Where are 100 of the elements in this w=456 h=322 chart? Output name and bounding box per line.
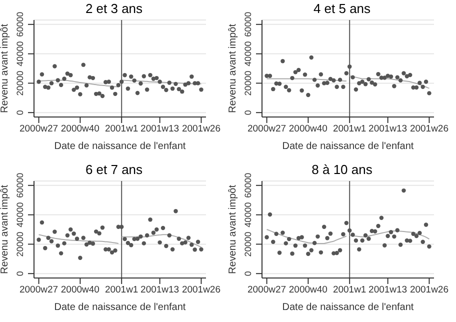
y-tick-label: 20000 xyxy=(15,232,25,257)
point xyxy=(160,84,166,89)
point xyxy=(142,241,146,246)
chart-title: 2 et 3 ans xyxy=(85,1,143,16)
point xyxy=(309,248,314,252)
point xyxy=(312,78,317,82)
point xyxy=(395,228,400,232)
point xyxy=(122,236,127,242)
point xyxy=(40,220,44,225)
point xyxy=(52,230,57,234)
point xyxy=(366,236,371,241)
chart-title: 8 à 10 ans xyxy=(312,162,372,177)
point xyxy=(424,222,428,227)
chart-title: 6 et 7 ans xyxy=(85,162,143,177)
point xyxy=(302,244,308,248)
point xyxy=(148,218,152,222)
y-tick-label: 60000 xyxy=(15,172,25,198)
y-axis-title: Revenu avant impôt xyxy=(0,184,11,274)
point xyxy=(46,86,50,90)
point xyxy=(180,89,184,94)
x-tick-label: 2000w40 xyxy=(288,124,328,135)
point xyxy=(132,78,136,83)
x-axis-title: Date de naissance de l'enfant xyxy=(54,141,186,152)
point xyxy=(135,90,140,96)
point xyxy=(154,227,159,232)
point xyxy=(322,224,326,229)
point xyxy=(325,80,330,86)
point xyxy=(56,78,60,82)
x-tick-label: 2000w40 xyxy=(60,124,100,135)
point xyxy=(402,71,406,76)
point xyxy=(199,88,204,92)
point xyxy=(164,88,168,92)
point xyxy=(186,236,191,240)
x-tick-label: 2001w1 xyxy=(104,124,138,135)
point xyxy=(293,70,298,74)
point xyxy=(300,235,304,240)
point xyxy=(190,242,194,247)
point xyxy=(347,228,352,233)
point xyxy=(144,233,150,238)
point xyxy=(372,82,378,86)
point xyxy=(274,232,278,236)
point xyxy=(97,91,102,96)
y-axis-title: Revenu avant impôt xyxy=(228,184,239,274)
point xyxy=(338,248,342,252)
point xyxy=(62,76,66,81)
point xyxy=(167,233,172,238)
chart-title: 4 et 5 ans xyxy=(313,1,371,16)
x-tick-label: 2000w27 xyxy=(19,284,58,296)
y-tick-label: 60000 xyxy=(15,12,25,37)
point xyxy=(74,236,80,241)
point xyxy=(100,94,105,98)
point xyxy=(158,80,162,84)
point xyxy=(344,220,349,226)
point xyxy=(36,238,41,242)
point xyxy=(312,240,317,246)
point xyxy=(174,209,178,214)
point xyxy=(78,92,82,96)
x-tick-label: 2001w26 xyxy=(182,124,221,135)
point xyxy=(306,92,310,98)
y-tick-label: 20000 xyxy=(243,232,253,257)
x-tick-label: 2001w26 xyxy=(410,124,449,135)
point xyxy=(306,252,310,256)
point xyxy=(36,80,41,84)
point xyxy=(418,80,422,86)
point xyxy=(284,84,288,89)
point xyxy=(418,230,422,236)
point xyxy=(414,85,419,90)
y-axis-title: Revenu avant impôt xyxy=(0,24,11,113)
x-tick-label: 2001w26 xyxy=(410,284,449,296)
point xyxy=(78,256,82,260)
point xyxy=(65,233,70,238)
x-axis-title: Date de naissance de l'enfant xyxy=(282,302,414,313)
y-tick-label: 20000 xyxy=(243,70,253,96)
point xyxy=(404,74,410,78)
point xyxy=(196,81,200,86)
y-tick-label: 40000 xyxy=(243,202,253,228)
point xyxy=(386,234,390,238)
point xyxy=(280,230,285,235)
point xyxy=(347,64,352,69)
point xyxy=(290,76,294,80)
y-tick-label: 60000 xyxy=(243,172,253,198)
point xyxy=(151,230,156,235)
point xyxy=(338,78,342,82)
point xyxy=(84,83,89,88)
point xyxy=(90,76,96,80)
point xyxy=(58,251,64,256)
point xyxy=(135,236,140,241)
point xyxy=(424,80,428,84)
point xyxy=(170,86,175,91)
point xyxy=(113,92,118,96)
point xyxy=(363,82,368,86)
x-tick-label: 2001w1 xyxy=(104,284,138,296)
point xyxy=(40,72,44,76)
point xyxy=(49,239,54,244)
y-tick-label: 0 xyxy=(243,271,253,276)
point xyxy=(126,86,130,91)
point xyxy=(318,72,324,76)
y-tick-label: 60000 xyxy=(243,12,253,37)
point xyxy=(138,81,143,86)
x-axis-title: Date de naissance de l'enfant xyxy=(282,141,414,152)
